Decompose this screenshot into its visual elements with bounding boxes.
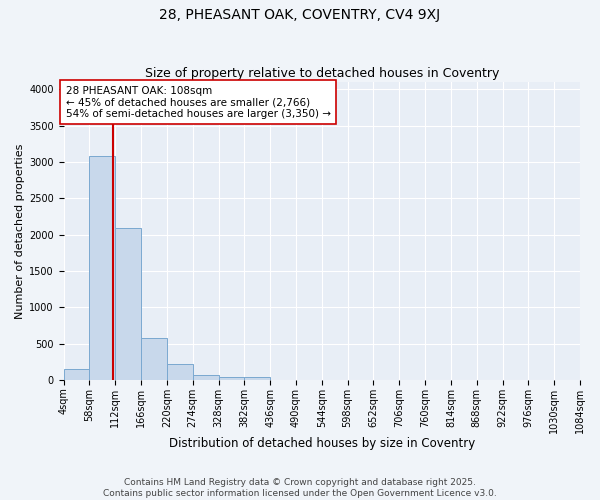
Bar	[218, 377, 244, 380]
Bar	[89, 156, 115, 380]
Text: 28, PHEASANT OAK, COVENTRY, CV4 9XJ: 28, PHEASANT OAK, COVENTRY, CV4 9XJ	[160, 8, 440, 22]
X-axis label: Distribution of detached houses by size in Coventry: Distribution of detached houses by size …	[169, 437, 475, 450]
Bar	[167, 364, 193, 380]
Text: 28 PHEASANT OAK: 108sqm
← 45% of detached houses are smaller (2,766)
54% of semi: 28 PHEASANT OAK: 108sqm ← 45% of detache…	[65, 86, 331, 119]
Bar	[244, 378, 270, 380]
Y-axis label: Number of detached properties: Number of detached properties	[15, 144, 25, 318]
Bar	[193, 375, 218, 380]
Text: Contains HM Land Registry data © Crown copyright and database right 2025.
Contai: Contains HM Land Registry data © Crown c…	[103, 478, 497, 498]
Bar	[115, 228, 141, 380]
Bar	[64, 369, 89, 380]
Title: Size of property relative to detached houses in Coventry: Size of property relative to detached ho…	[145, 66, 499, 80]
Bar	[141, 338, 167, 380]
